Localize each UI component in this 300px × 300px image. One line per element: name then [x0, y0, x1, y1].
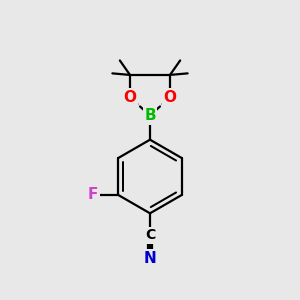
Text: C: C — [145, 228, 155, 242]
Text: B: B — [144, 108, 156, 123]
Text: O: O — [124, 90, 136, 105]
Text: N: N — [144, 251, 156, 266]
Text: O: O — [164, 90, 176, 105]
Text: F: F — [88, 188, 98, 202]
